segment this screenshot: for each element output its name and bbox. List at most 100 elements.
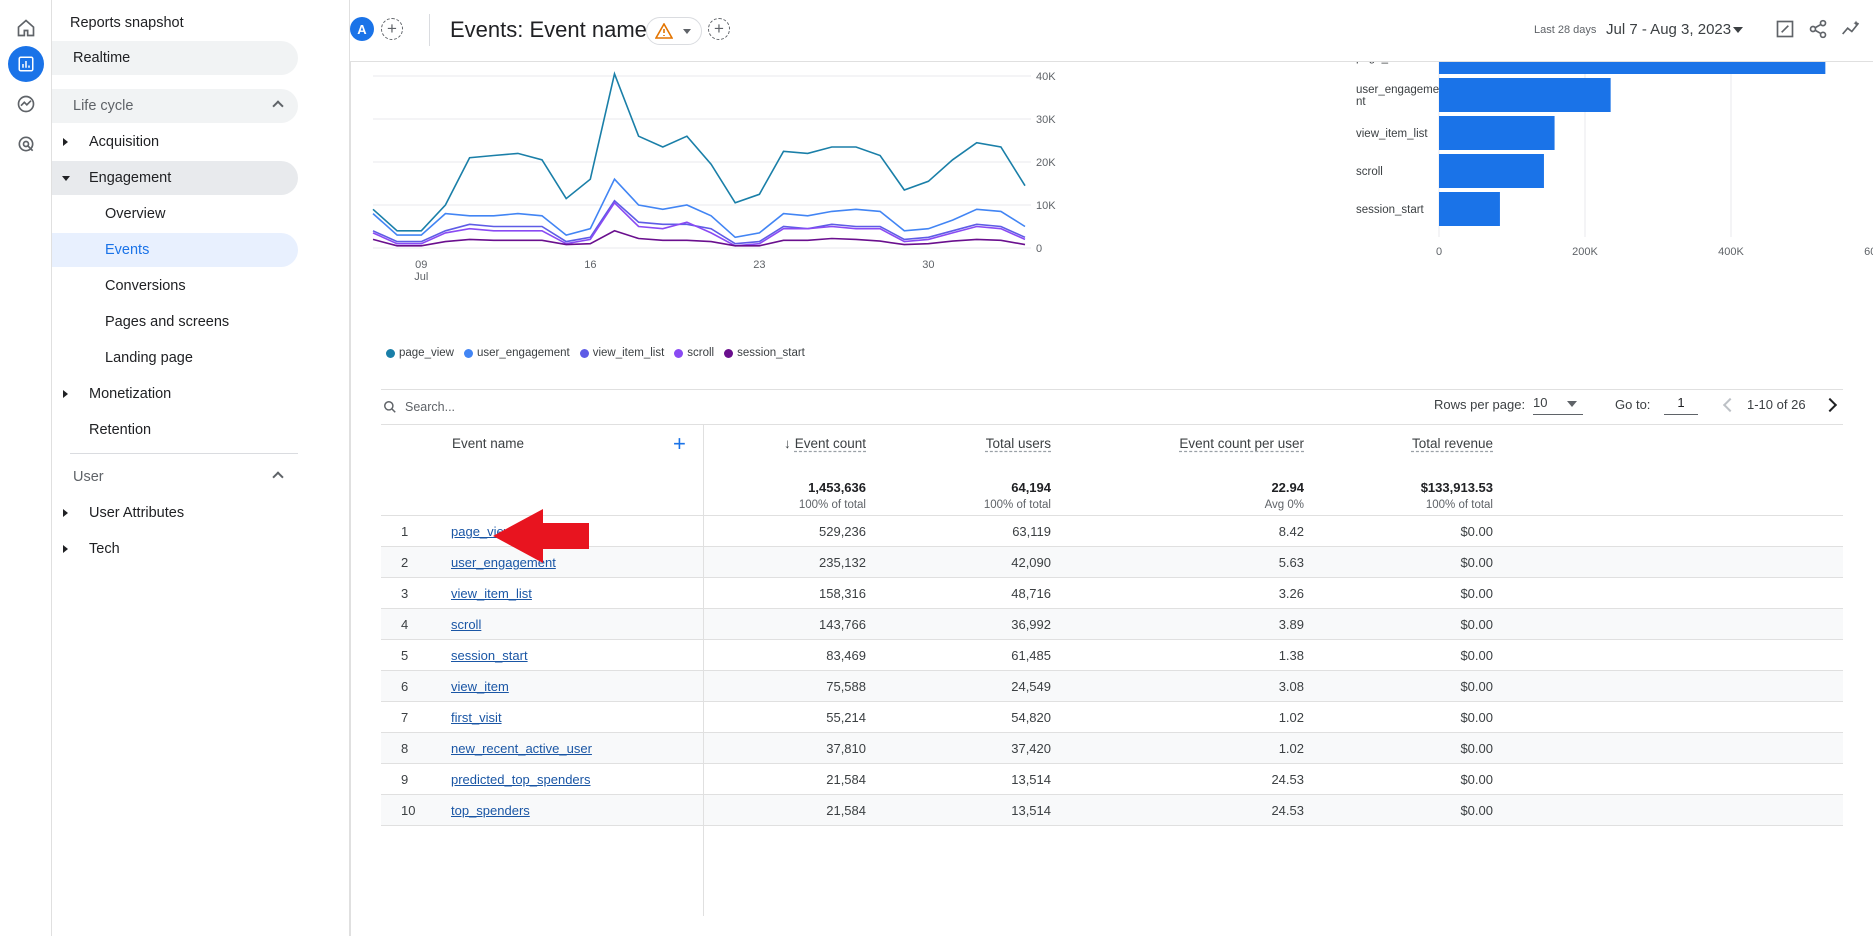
report-nav-sidebar: Reports snapshot Realtime Life cycle Acq… [52,0,350,936]
table-row[interactable]: 6 view_item 75,588 24,549 3.08 $0.00 [381,671,1843,702]
table-row[interactable]: 5 session_start 83,469 61,485 1.38 $0.00 [381,640,1843,671]
nav-conversions[interactable]: Conversions [52,269,298,303]
nav-retention[interactable]: Retention [52,413,298,447]
table-row[interactable]: 1 page_view 529,236 63,119 8.42 $0.00 [381,516,1843,547]
table-row[interactable]: 8 new_recent_active_user 37,810 37,420 1… [381,733,1843,764]
date-range-picker[interactable]: Jul 7 - Aug 3, 2023 [1606,21,1732,38]
nav-section-lifecycle[interactable]: Life cycle [52,89,298,123]
event-name-link[interactable]: predicted_top_spenders [451,772,591,787]
row-index: 9 [401,772,409,787]
nav-label: Pages and screens [105,314,230,330]
legend-swatch [386,348,395,358]
data-quality-chip[interactable] [646,17,702,45]
next-page-icon[interactable] [1822,397,1838,413]
advertising-icon[interactable] [8,126,44,162]
total-users-cell: 37,420 [1011,741,1051,756]
nav-label: Landing page [105,350,193,366]
event-name-link[interactable]: session_start [451,648,528,663]
table-row[interactable]: 3 view_item_list 158,316 48,716 3.26 $0.… [381,578,1843,609]
total-users-cell: 24,549 [1011,679,1051,694]
sidebar-divider [70,453,298,454]
reports-icon[interactable] [8,46,44,82]
nav-label: Acquisition [89,134,160,150]
nav-section-user[interactable]: User [52,460,298,494]
nav-events[interactable]: Events [52,233,298,267]
nav-reports-snapshot[interactable]: Reports snapshot [61,6,184,40]
series-line-user-engagement [372,177,1026,239]
warning-icon [655,23,673,39]
per-user-cell: 1.38 [1278,648,1304,663]
total-revenue-sub: 100% of total [1425,499,1493,511]
legend-item[interactable]: view_item_list [579,347,665,359]
category-labels: page_view user_engagement view_item_listsc… [1356,62,1439,216]
event-name-link[interactable]: view_item [451,679,509,694]
event-name-link[interactable]: new_recent_active_user [451,741,592,756]
nav-tech[interactable]: Tech [52,532,298,566]
event-name-link[interactable]: view_item_list [451,586,532,601]
event-name-link[interactable]: top_spenders [451,803,530,818]
nav-realtime[interactable]: Realtime [52,41,298,75]
goto-page-input[interactable]: 1 [1664,395,1698,415]
col-header-total-revenue[interactable]: Total revenue [1411,436,1493,451]
event-name-link[interactable]: first_visit [451,710,502,725]
x-tick-label: 600K [1864,246,1873,258]
total-per-user: 22.94 [1271,480,1304,495]
add-comparison-button[interactable]: + [381,18,403,40]
legend-item[interactable]: user_engagement [463,347,570,359]
event-name-link[interactable]: scroll [451,617,482,632]
share-icon[interactable] [1808,19,1828,39]
table-row[interactable]: 2 user_engagement 235,132 42,090 5.63 $0… [381,547,1843,578]
total-event-count-sub: 100% of total [798,499,866,511]
nav-pages-and-screens[interactable]: Pages and screens [52,305,298,339]
bar-view-item-list [1439,116,1555,150]
total-users-cell: 42,090 [1011,555,1051,570]
table-row[interactable]: 4 scroll 143,766 36,992 3.89 $0.00 [381,609,1843,640]
legend-label: view_item_list [592,347,665,359]
series-line-page-view [372,71,1026,232]
series-line-view-item-list [372,199,1026,245]
legend-item[interactable]: session_start [724,347,805,359]
col-header-event-count[interactable]: ↓ Event count [784,436,866,451]
revenue-cell: $0.00 [1460,710,1493,725]
add-dimension-icon[interactable]: + [673,431,686,456]
chevron-down-icon[interactable] [1733,27,1743,33]
customize-report-icon[interactable] [1775,19,1795,39]
nav-acquisition[interactable]: Acquisition [52,125,298,159]
col-header-event-count-per-user[interactable]: Event count per user [1179,436,1304,451]
rows-per-page-select[interactable]: 10 [1533,395,1583,415]
per-user-cell: 3.26 [1278,586,1304,601]
comparison-avatar[interactable]: A [350,17,374,41]
insights-icon[interactable] [1840,19,1862,39]
nav-overview[interactable]: Overview [52,197,298,231]
nav-monetization[interactable]: Monetization [52,377,298,411]
col-header-total-users[interactable]: Total users [985,436,1051,451]
col-header-event-name[interactable]: Event name [452,436,525,451]
total-users-sub: 100% of total [983,499,1051,511]
revenue-cell: $0.00 [1460,648,1493,663]
bar-user-engagement [1439,78,1611,112]
table-search[interactable]: Search... [381,390,781,424]
search-input[interactable]: Search... [405,400,456,414]
event-count-cell: 143,766 [819,617,866,632]
x-tick-label: 200K [1572,246,1598,258]
table-row[interactable]: 7 first_visit 55,214 54,820 1.02 $0.00 [381,702,1843,733]
nav-user-attributes[interactable]: User Attributes [52,496,298,530]
legend-item[interactable]: page_view [386,347,454,359]
explore-icon[interactable] [8,86,44,122]
row-index: 5 [401,648,409,663]
table-row[interactable]: 9 predicted_top_spenders 21,584 13,514 2… [381,764,1843,795]
add-filter-button[interactable]: + [708,18,730,40]
table-row[interactable]: 10 top_spenders 21,584 13,514 24.53 $0.0… [381,795,1843,826]
home-icon[interactable] [8,10,44,46]
previous-page-icon[interactable] [1722,397,1738,413]
nav-engagement[interactable]: Engagement [52,161,298,195]
report-header: A + Events: Event name + Last 28 days Ju… [350,0,1873,62]
col-header-label: Event count [794,436,866,451]
event-name-link[interactable]: user_engagement [451,555,556,570]
row-index: 6 [401,679,409,694]
y-tick-label: 10K [1036,200,1056,212]
revenue-cell: $0.00 [1460,555,1493,570]
legend-item[interactable]: scroll [674,347,714,359]
chart-series [372,71,1026,247]
nav-landing-page[interactable]: Landing page [52,341,298,375]
